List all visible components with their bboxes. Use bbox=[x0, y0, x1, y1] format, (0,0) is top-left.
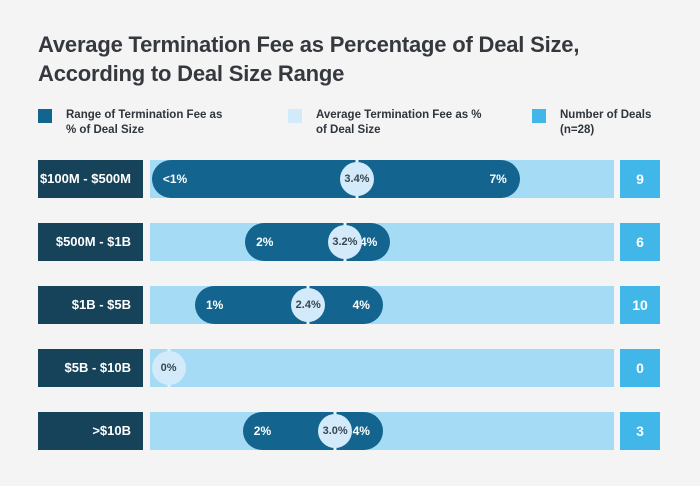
range-max-label: 4% bbox=[359, 235, 378, 249]
average-value-label: 3.0% bbox=[322, 425, 348, 437]
deal-size-range-label: $1B - $5B bbox=[38, 286, 143, 324]
average-marker-circle: 3.0% bbox=[318, 414, 353, 448]
fee-axis-track: <1% 7% 3.4% bbox=[150, 160, 614, 198]
range-swatch-icon bbox=[38, 109, 52, 123]
range-max-label: 4% bbox=[352, 424, 370, 438]
chart-row-over-10b: >$10B 2% 4% 3.0% 3 bbox=[38, 412, 660, 450]
chart-rows: $100M - $500M <1% 7% 3.4% 9 $500M - $1B … bbox=[38, 160, 660, 450]
legend-item-range: Range of Termination Fee as % of Deal Si… bbox=[38, 108, 228, 138]
legend-item-deals: Number of Deals (n=28) bbox=[532, 108, 667, 138]
deal-count-badge: 10 bbox=[620, 286, 660, 324]
termination-fee-range-bar: 2% 4% bbox=[242, 412, 383, 450]
deals-swatch-icon bbox=[532, 109, 546, 123]
chart-title: Average Termination Fee as Percentage of… bbox=[38, 32, 580, 86]
chart-row-100m-500m: $100M - $500M <1% 7% 3.4% 9 bbox=[38, 160, 660, 198]
average-swatch-icon bbox=[288, 109, 302, 123]
average-value-label: 3.4% bbox=[344, 173, 370, 185]
chart-row-1b-5b: $1B - $5B 1% 4% 2.4% 10 bbox=[38, 286, 660, 324]
chart-row-500m-1b: $500M - $1B 2% 4% 3.2% 6 bbox=[38, 223, 660, 261]
legend-item-average: Average Termination Fee as % of Deal Siz… bbox=[288, 108, 483, 138]
termination-fee-range-bar: 1% 4% bbox=[195, 286, 383, 324]
termination-fee-range-bar: 2% 4% bbox=[245, 223, 391, 261]
range-min-label: 2% bbox=[253, 424, 272, 438]
range-max-label: 4% bbox=[352, 298, 370, 312]
deal-size-range-label: >$10B bbox=[38, 412, 143, 450]
deal-count-badge: 3 bbox=[620, 412, 660, 450]
average-marker-circle: 3.2% bbox=[327, 225, 362, 259]
termination-fee-range-bar: <1% 7% bbox=[151, 160, 520, 198]
deal-count-badge: 9 bbox=[620, 160, 660, 198]
deal-count-badge: 6 bbox=[620, 223, 660, 261]
legend: Range of Termination Fee as % of Deal Si… bbox=[38, 108, 660, 148]
fee-axis-track: 1% 4% 2.4% bbox=[150, 286, 614, 324]
range-min-label: <1% bbox=[162, 172, 188, 186]
chart-row-5b-10b: $5B - $10B 0% 0 bbox=[38, 349, 660, 387]
average-marker-circle: 2.4% bbox=[291, 288, 326, 322]
range-min-label: 1% bbox=[206, 298, 224, 312]
average-value-label: 3.2% bbox=[332, 236, 358, 248]
average-value-label: 2.4% bbox=[295, 299, 321, 311]
average-marker-circle: 3.4% bbox=[339, 162, 374, 196]
deal-count-badge: 0 bbox=[620, 349, 660, 387]
legend-label: Range of Termination Fee as % of Deal Si… bbox=[66, 109, 223, 136]
average-marker-circle: 0% bbox=[151, 351, 186, 385]
fee-axis-track: 0% bbox=[150, 349, 614, 387]
fee-axis-track: 2% 4% 3.2% bbox=[150, 223, 614, 261]
deal-size-range-label: $100M - $500M bbox=[38, 160, 143, 198]
legend-label: Number of Deals (n=28) bbox=[560, 109, 652, 136]
legend-label: Average Termination Fee as % of Deal Siz… bbox=[316, 109, 482, 136]
average-value-label: 0% bbox=[160, 362, 177, 374]
deal-size-range-label: $500M - $1B bbox=[38, 223, 143, 261]
fee-axis-track: 2% 4% 3.0% bbox=[150, 412, 614, 450]
range-max-label: 7% bbox=[489, 172, 507, 186]
range-min-label: 2% bbox=[256, 235, 274, 249]
deal-size-range-label: $5B - $10B bbox=[38, 349, 143, 387]
